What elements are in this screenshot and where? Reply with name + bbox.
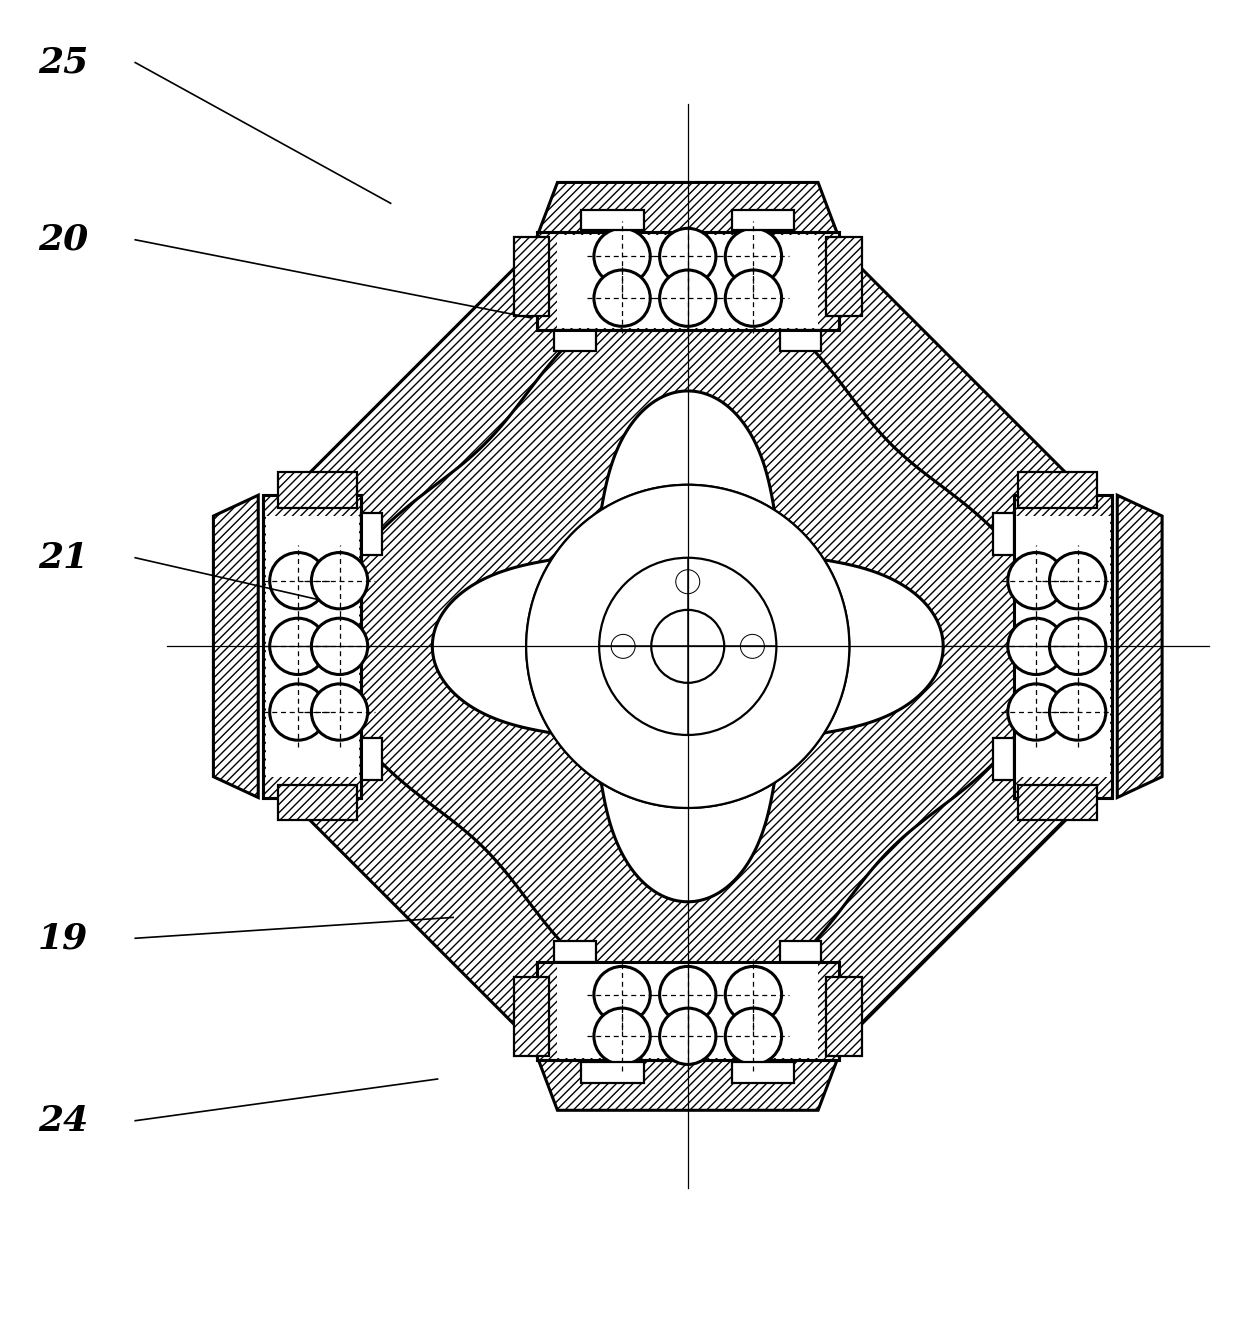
Polygon shape	[826, 977, 862, 1057]
Polygon shape	[993, 737, 1014, 780]
Polygon shape	[780, 331, 821, 351]
Polygon shape	[278, 785, 357, 821]
Circle shape	[526, 485, 849, 808]
Circle shape	[651, 610, 724, 683]
Circle shape	[676, 569, 699, 593]
Polygon shape	[826, 237, 862, 316]
Circle shape	[611, 634, 635, 658]
Circle shape	[270, 618, 326, 674]
Polygon shape	[213, 495, 258, 797]
Polygon shape	[1014, 495, 1112, 797]
Polygon shape	[732, 209, 794, 230]
Polygon shape	[513, 977, 549, 1057]
Text: 21: 21	[38, 540, 88, 575]
Text: 20: 20	[38, 222, 88, 257]
Text: 25: 25	[38, 45, 88, 79]
Circle shape	[1008, 618, 1064, 674]
Polygon shape	[554, 941, 596, 963]
Polygon shape	[1018, 473, 1097, 507]
Circle shape	[311, 552, 368, 609]
Polygon shape	[993, 512, 1014, 555]
Polygon shape	[278, 473, 357, 507]
Circle shape	[594, 228, 650, 285]
Polygon shape	[1016, 516, 1110, 777]
Polygon shape	[582, 209, 644, 230]
Circle shape	[725, 270, 781, 326]
Circle shape	[1008, 685, 1064, 740]
Text: 24: 24	[38, 1104, 88, 1137]
Polygon shape	[554, 331, 596, 351]
Polygon shape	[526, 485, 849, 808]
Polygon shape	[263, 495, 361, 797]
Polygon shape	[265, 516, 360, 777]
Polygon shape	[780, 941, 821, 963]
Circle shape	[594, 270, 650, 326]
Polygon shape	[361, 737, 382, 780]
Circle shape	[740, 634, 764, 658]
Polygon shape	[329, 287, 1048, 1006]
Polygon shape	[433, 391, 944, 902]
Polygon shape	[558, 964, 818, 1058]
Circle shape	[1008, 552, 1064, 609]
Circle shape	[311, 685, 368, 740]
Polygon shape	[582, 1062, 644, 1083]
Polygon shape	[537, 1055, 839, 1111]
Polygon shape	[537, 963, 839, 1061]
Circle shape	[1049, 685, 1106, 740]
Circle shape	[270, 552, 326, 609]
Text: 19: 19	[38, 922, 88, 956]
Circle shape	[660, 1008, 715, 1064]
Polygon shape	[329, 287, 1048, 1006]
Polygon shape	[537, 183, 839, 238]
Polygon shape	[513, 237, 549, 316]
Polygon shape	[298, 257, 1078, 1037]
Circle shape	[725, 228, 781, 285]
Circle shape	[594, 1008, 650, 1064]
Circle shape	[660, 228, 715, 285]
Circle shape	[725, 967, 781, 1022]
Polygon shape	[558, 234, 818, 328]
Polygon shape	[361, 512, 382, 555]
Circle shape	[1049, 618, 1106, 674]
Polygon shape	[1018, 785, 1097, 821]
Circle shape	[1049, 552, 1106, 609]
Circle shape	[311, 618, 368, 674]
Circle shape	[660, 270, 715, 326]
Circle shape	[599, 557, 776, 735]
Circle shape	[526, 485, 849, 808]
Circle shape	[725, 1008, 781, 1064]
Polygon shape	[1117, 495, 1162, 797]
Circle shape	[660, 967, 715, 1022]
Circle shape	[270, 685, 326, 740]
Circle shape	[594, 967, 650, 1022]
Circle shape	[599, 557, 776, 735]
Polygon shape	[537, 233, 839, 331]
Polygon shape	[732, 1062, 794, 1083]
